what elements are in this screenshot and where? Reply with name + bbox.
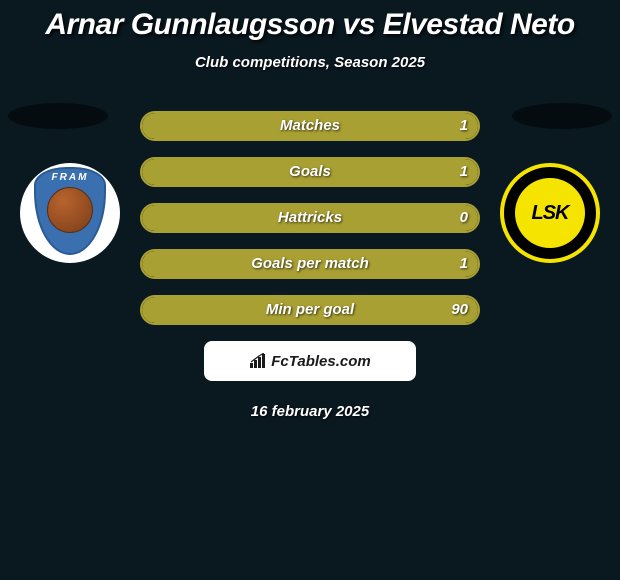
stat-row-min-per-goal: Min per goal 90 — [140, 295, 480, 325]
lsk-badge-icon: LSK — [515, 178, 585, 248]
subtitle: Club competitions, Season 2025 — [0, 54, 620, 71]
page-title: Arnar Gunnlaugsson vs Elvestad Neto — [0, 0, 620, 42]
football-icon — [47, 187, 93, 233]
shadow-left — [8, 103, 108, 129]
shadow-right — [512, 103, 612, 129]
stats-area: FRAM LSK Matches 1 Goals 1 — [0, 111, 620, 420]
stat-row-goals-per-match: Goals per match 1 — [140, 249, 480, 279]
team-badge-left: FRAM — [20, 163, 120, 263]
stat-row-goals: Goals 1 — [140, 157, 480, 187]
stat-label: Matches — [142, 113, 478, 139]
stat-right-value: 1 — [460, 113, 468, 139]
stat-label: Goals per match — [142, 251, 478, 277]
stat-right-value: 90 — [451, 297, 468, 323]
stat-label: Min per goal — [142, 297, 478, 323]
stat-right-value: 1 — [460, 159, 468, 185]
stat-right-value: 0 — [460, 205, 468, 231]
stat-bars: Matches 1 Goals 1 Hattricks 0 Goals per … — [140, 111, 480, 325]
date-text: 16 february 2025 — [0, 403, 620, 420]
right-badge-text: LSK — [532, 202, 569, 225]
stat-right-value: 1 — [460, 251, 468, 277]
stat-label: Goals — [142, 159, 478, 185]
brand-text: FcTables.com — [271, 353, 370, 370]
stat-row-matches: Matches 1 — [140, 111, 480, 141]
fram-shield-icon: FRAM — [34, 167, 106, 259]
brand-box[interactable]: FcTables.com — [204, 341, 416, 381]
left-badge-text: FRAM — [52, 172, 89, 183]
team-badge-right: LSK — [500, 163, 600, 263]
chart-icon — [249, 353, 267, 369]
stat-label: Hattricks — [142, 205, 478, 231]
stat-row-hattricks: Hattricks 0 — [140, 203, 480, 233]
